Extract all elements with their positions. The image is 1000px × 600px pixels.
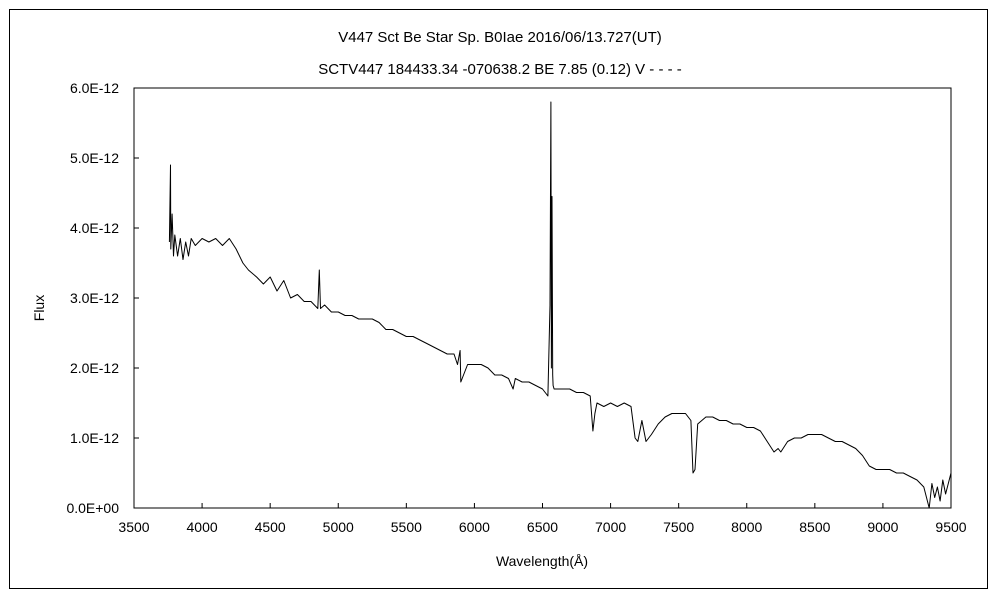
y-tick-label: 4.0E-12 xyxy=(70,220,119,236)
x-tick-label: 7000 xyxy=(595,519,626,535)
x-tick-label: 4500 xyxy=(255,519,286,535)
chart-subtitle: SCTV447 184433.34 -070638.2 BE 7.85 (0.1… xyxy=(318,61,682,78)
y-tick-label: 2.0E-12 xyxy=(70,360,119,376)
x-tick-label: 9500 xyxy=(935,519,966,535)
y-tick-label: 5.0E-12 xyxy=(70,150,119,166)
x-tick-label: 6000 xyxy=(459,519,490,535)
y-axis-title: Flux xyxy=(31,295,47,321)
x-axis: 3500 4000 4500 5000 5500 6000 6500 7000 7500 8000… xyxy=(118,503,967,535)
y-tick-label: 6.0E-12 xyxy=(70,80,119,96)
plot-area xyxy=(133,87,952,509)
x-tick-label: 7500 xyxy=(663,519,694,535)
x-tick-label: 4000 xyxy=(187,519,218,535)
x-tick-label: 3500 xyxy=(118,519,149,535)
x-tick-label: 9000 xyxy=(867,519,898,535)
x-tick-label: 5500 xyxy=(391,519,422,535)
y-tick-label: 3.0E-12 xyxy=(70,290,119,306)
y-tick-label: 1.0E-12 xyxy=(70,430,119,446)
y-tick-label: 0.0E+00 xyxy=(66,500,119,516)
series-layer xyxy=(168,101,952,509)
y-axis: 0.0E+00 1.0E-12 2.0E-12 3.0E-12 4.0E-12 5.0E-… xyxy=(66,80,139,516)
x-tick-label: 8000 xyxy=(731,519,762,535)
x-axis-title: Wavelength(Å) xyxy=(496,553,588,569)
x-tick-label: 8500 xyxy=(799,519,830,535)
spectrum-line xyxy=(168,101,952,509)
x-tick-label: 6500 xyxy=(527,519,558,535)
chart-frame xyxy=(9,9,988,589)
chart-title: V447 Sct Be Star Sp. B0Iae 2016/06/13.72… xyxy=(338,29,662,46)
x-tick-label: 5000 xyxy=(323,519,354,535)
